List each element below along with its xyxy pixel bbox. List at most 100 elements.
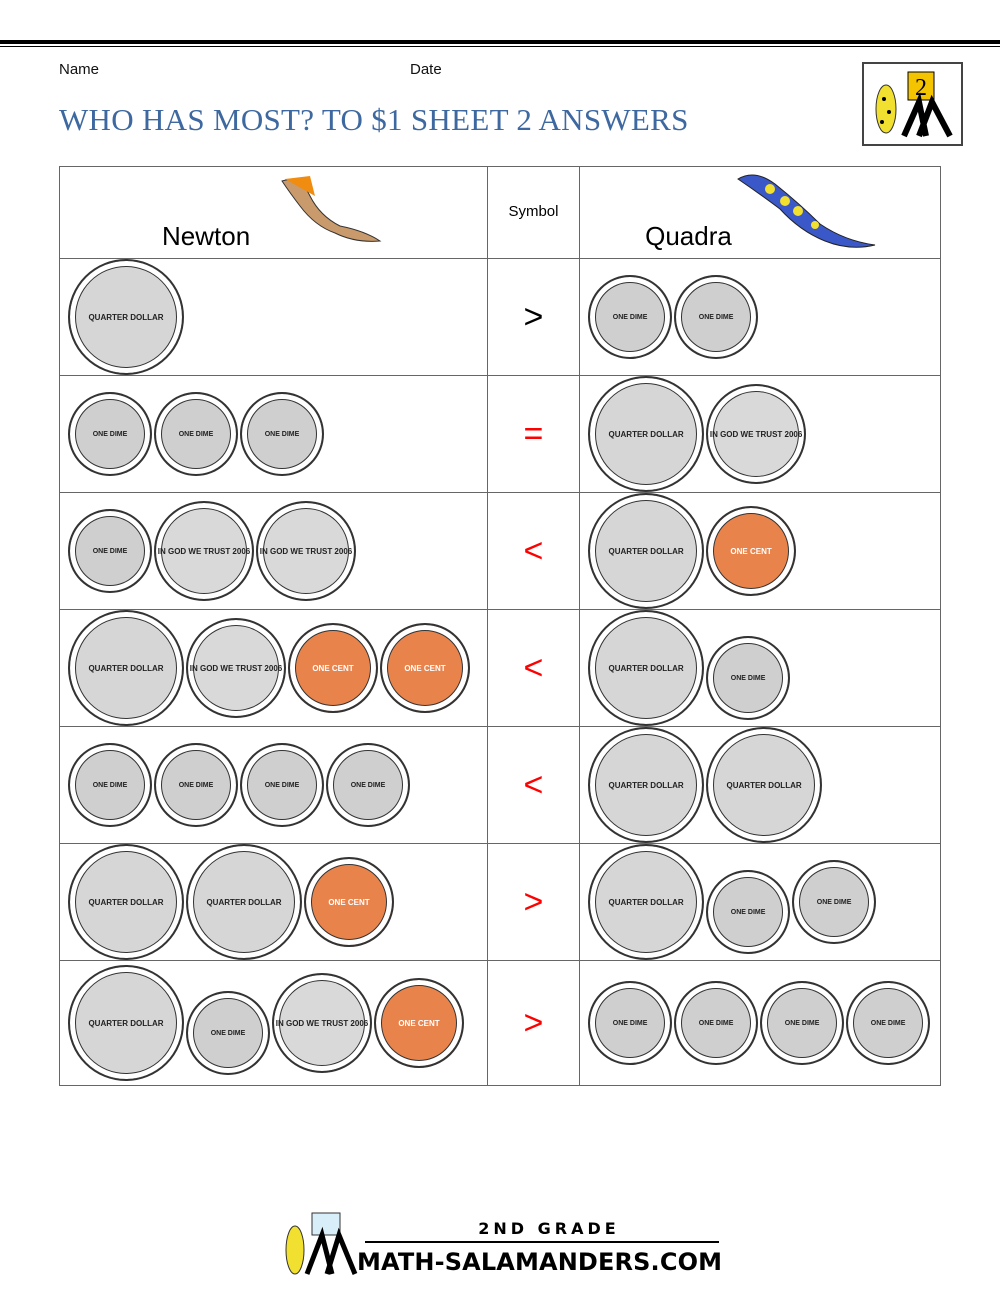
- quarter-coin: QUARTER DOLLAR: [588, 610, 705, 726]
- logo: 2: [862, 62, 963, 146]
- dime-coin: ONE DIME: [154, 743, 238, 827]
- comparison-symbol: <: [523, 531, 544, 570]
- table-row: ONE DIME ONE DIME ONE DIME = QUARTER DOLLAR I…: [59, 375, 941, 493]
- dime-coin: ONE DIME: [674, 275, 759, 359]
- comparison-symbol: <: [523, 765, 544, 804]
- quarter-coin: QUARTER DOLLAR: [588, 727, 705, 843]
- penny-coin: ONE CENT: [288, 623, 378, 713]
- dime-coin: ONE DIME: [68, 392, 152, 476]
- table-row: QUARTER DOLLAR IN GOD WE TRUST 2006 ONE CE…: [59, 609, 941, 727]
- dime-coin: ONE DIME: [240, 392, 324, 476]
- nickel-coin: IN GOD WE TRUST 2006: [706, 384, 807, 484]
- left-coins-cell: QUARTER DOLLAR QUARTER DOLLAR ONE CENT: [59, 843, 488, 961]
- right-coins-cell: ONE DIME ONE DIME: [579, 258, 941, 376]
- right-coins-cell: QUARTER DOLLAR ONE CENT: [579, 492, 941, 610]
- quarter-coin: QUARTER DOLLAR: [68, 259, 184, 375]
- symbol-label: Symbol: [508, 203, 559, 220]
- right-coins-cell: QUARTER DOLLAR ONE DIME: [579, 609, 941, 727]
- quarter-coin: QUARTER DOLLAR: [588, 844, 705, 960]
- dime-coin: ONE DIME: [240, 743, 324, 827]
- left-coins-cell: ONE DIME ONE DIME ONE DIME: [59, 375, 488, 493]
- penny-coin: ONE CENT: [374, 978, 464, 1068]
- dime-coin: ONE DIME: [186, 991, 270, 1075]
- left-coins: ONE DIME IN GOD WE TRUST 2006 IN GOD WE TR…: [68, 501, 487, 601]
- quarter-coin: QUARTER DOLLAR: [68, 965, 184, 1081]
- table-row: ONE DIME ONE DIME ONE DIME ONE DIME < QUARTER…: [59, 726, 941, 844]
- symbol-cell: >: [486, 843, 581, 961]
- quarter-coin: QUARTER DOLLAR: [588, 376, 705, 492]
- comparison-symbol: <: [523, 648, 544, 687]
- nickel-coin: IN GOD WE TRUST 2006: [186, 618, 286, 718]
- right-coins-cell: QUARTER DOLLAR ONE DIME ONE DIME: [579, 843, 941, 961]
- quarter-coin: QUARTER DOLLAR: [186, 844, 302, 960]
- page-title: WHO HAS MOST? TO $1 SHEET 2 ANSWERS: [59, 102, 689, 137]
- footer-site: MATH-SALAMANDERS.COM: [357, 1248, 722, 1276]
- symbol-cell: =: [486, 375, 581, 493]
- dime-coin: ONE DIME: [588, 981, 673, 1065]
- symbol-cell: <: [486, 492, 581, 610]
- symbol-cell: >: [486, 960, 581, 1086]
- left-coins: ONE DIME ONE DIME ONE DIME: [68, 392, 487, 476]
- comparison-table: Newton Symbol Quadra QUARTER DOLLAR > ONE …: [59, 166, 941, 1086]
- left-coins-cell: QUARTER DOLLAR: [59, 258, 488, 376]
- top-rule: [0, 40, 1000, 44]
- left-coins: QUARTER DOLLAR ONE DIME IN GOD WE TRUST 20…: [68, 965, 487, 1081]
- nickel-coin: IN GOD WE TRUST 2006: [154, 501, 254, 601]
- left-coins: QUARTER DOLLAR IN GOD WE TRUST 2006 ONE CE…: [68, 610, 487, 726]
- dime-coin: ONE DIME: [588, 275, 673, 359]
- left-coins: QUARTER DOLLAR: [68, 259, 487, 375]
- right-coins: QUARTER DOLLAR IN GOD WE TRUST 2006: [588, 376, 940, 492]
- symbol-cell: <: [486, 726, 581, 844]
- footer-logo: 2ND GRADE MATH-SALAMANDERS.COM: [277, 1210, 727, 1280]
- table-row: QUARTER DOLLAR > ONE DIME ONE DIME: [59, 258, 941, 376]
- dime-coin: ONE DIME: [706, 636, 791, 720]
- penny-coin: ONE CENT: [706, 506, 797, 596]
- quarter-coin: QUARTER DOLLAR: [588, 493, 705, 609]
- comparison-symbol: =: [523, 414, 544, 453]
- left-coins: QUARTER DOLLAR QUARTER DOLLAR ONE CENT: [68, 844, 487, 960]
- dime-coin: ONE DIME: [674, 981, 759, 1065]
- dime-coin: ONE DIME: [846, 981, 931, 1065]
- right-coins-cell: QUARTER DOLLAR QUARTER DOLLAR: [579, 726, 941, 844]
- right-coins: ONE DIME ONE DIME ONE DIME ONE DIME: [588, 981, 940, 1065]
- logo-number: 2: [915, 75, 927, 101]
- nickel-coin: IN GOD WE TRUST 2006: [256, 501, 356, 601]
- newton-label: Newton: [162, 221, 251, 251]
- comparison-symbol: >: [523, 882, 544, 921]
- dime-coin: ONE DIME: [68, 743, 152, 827]
- quarter-coin: QUARTER DOLLAR: [68, 844, 184, 960]
- right-coins-cell: ONE DIME ONE DIME ONE DIME ONE DIME: [579, 960, 941, 1086]
- dime-coin: ONE DIME: [68, 509, 152, 593]
- dime-coin: ONE DIME: [326, 743, 410, 827]
- dime-coin: ONE DIME: [760, 981, 845, 1065]
- salamander-illustration: [737, 174, 876, 248]
- penny-coin: ONE CENT: [304, 857, 394, 947]
- table-row: QUARTER DOLLAR QUARTER DOLLAR ONE CENT > QUA…: [59, 843, 941, 961]
- header-newton: Newton: [59, 166, 488, 259]
- footer-grade: 2ND GRADE: [478, 1219, 619, 1238]
- left-coins-cell: ONE DIME IN GOD WE TRUST 2006 IN GOD WE TR…: [59, 492, 488, 610]
- symbol-cell: <: [486, 609, 581, 727]
- right-coins: QUARTER DOLLAR QUARTER DOLLAR: [588, 727, 940, 843]
- dime-coin: ONE DIME: [792, 860, 877, 944]
- quarter-coin: QUARTER DOLLAR: [68, 610, 184, 726]
- table-header: Newton Symbol Quadra: [59, 166, 941, 259]
- newt-illustration: [281, 176, 382, 242]
- name-label: Name: [59, 61, 100, 78]
- penny-coin: ONE CENT: [380, 623, 470, 713]
- left-coins: ONE DIME ONE DIME ONE DIME ONE DIME: [68, 743, 487, 827]
- right-coins-cell: QUARTER DOLLAR IN GOD WE TRUST 2006: [579, 375, 941, 493]
- nickel-coin: IN GOD WE TRUST 2006: [272, 973, 372, 1073]
- date-label: Date: [410, 61, 442, 78]
- left-coins-cell: ONE DIME ONE DIME ONE DIME ONE DIME: [59, 726, 488, 844]
- right-coins: QUARTER DOLLAR ONE DIME: [588, 610, 940, 726]
- table-row: ONE DIME IN GOD WE TRUST 2006 IN GOD WE TR…: [59, 492, 941, 610]
- left-coins-cell: QUARTER DOLLAR IN GOD WE TRUST 2006 ONE CE…: [59, 609, 488, 727]
- dime-coin: ONE DIME: [154, 392, 238, 476]
- right-coins: QUARTER DOLLAR ONE CENT: [588, 493, 940, 609]
- right-coins: QUARTER DOLLAR ONE DIME ONE DIME: [588, 844, 940, 960]
- quadra-label: Quadra: [645, 221, 732, 251]
- right-coins: ONE DIME ONE DIME: [588, 275, 940, 359]
- quarter-coin: QUARTER DOLLAR: [706, 727, 823, 843]
- symbol-cell: >: [486, 258, 581, 376]
